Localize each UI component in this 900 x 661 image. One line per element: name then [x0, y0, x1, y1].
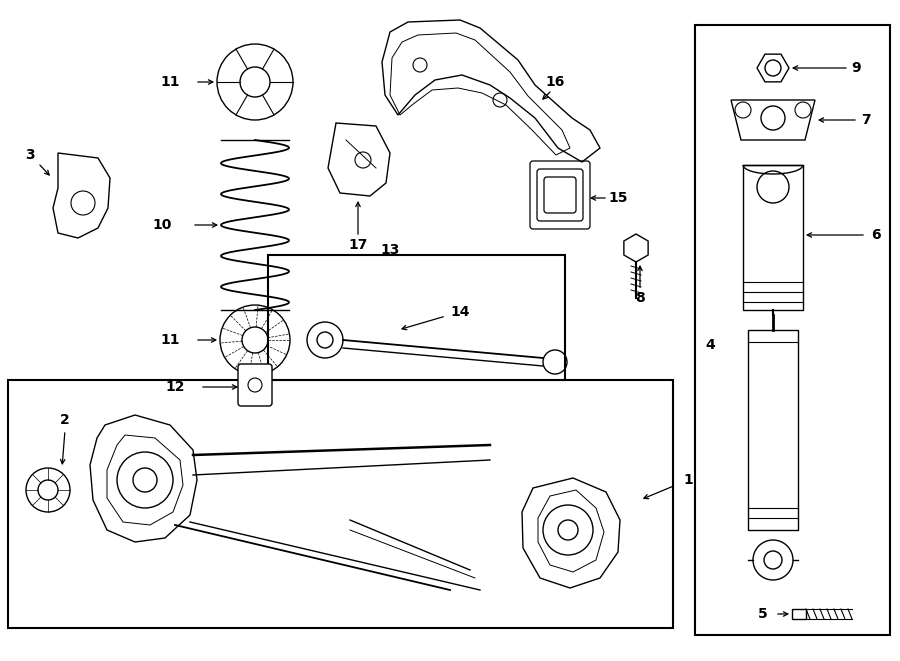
Text: 4: 4 — [705, 338, 715, 352]
Text: 11: 11 — [160, 333, 180, 347]
FancyBboxPatch shape — [238, 364, 272, 406]
Text: 11: 11 — [160, 75, 180, 89]
Bar — [268, 255, 565, 380]
Text: 15: 15 — [608, 191, 628, 205]
Text: 12: 12 — [166, 380, 184, 394]
Bar — [748, 330, 798, 530]
Text: 16: 16 — [545, 75, 564, 89]
Bar — [743, 165, 803, 310]
Text: 13: 13 — [381, 243, 400, 257]
Text: 7: 7 — [861, 113, 871, 127]
Text: 6: 6 — [871, 228, 881, 242]
Text: 10: 10 — [152, 218, 172, 232]
FancyBboxPatch shape — [530, 161, 590, 229]
Text: 5: 5 — [758, 607, 768, 621]
Text: 2: 2 — [60, 413, 70, 427]
Text: 17: 17 — [348, 238, 368, 252]
Text: 8: 8 — [635, 291, 645, 305]
Text: 14: 14 — [450, 305, 470, 319]
FancyBboxPatch shape — [537, 169, 583, 221]
FancyBboxPatch shape — [544, 177, 576, 213]
Text: 9: 9 — [851, 61, 860, 75]
Bar — [8, 380, 673, 628]
Bar — [792, 609, 806, 619]
Text: 3: 3 — [25, 148, 35, 162]
Bar — [695, 25, 890, 635]
Text: 1: 1 — [683, 473, 693, 487]
